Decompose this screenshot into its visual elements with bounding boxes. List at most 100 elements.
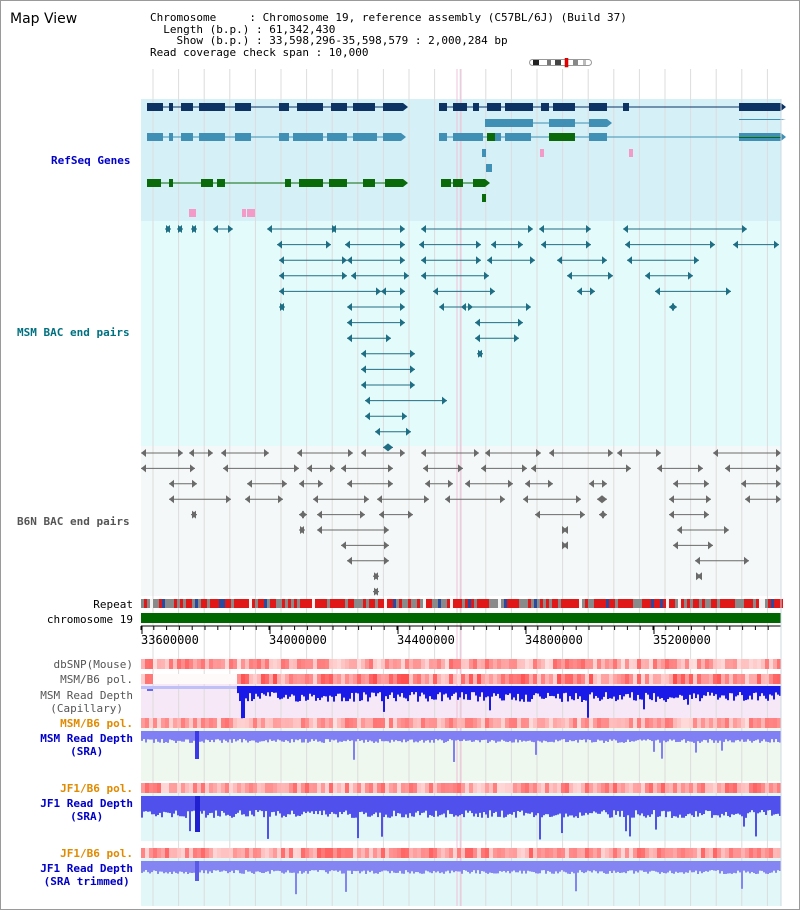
refseq-exon — [327, 133, 347, 141]
track-label-jf1-read-depth-trimmed[interactable]: JF1 Read Depth (SRA trimmed) — [40, 862, 133, 888]
read-depth-bar — [521, 731, 523, 742]
read-depth-bar — [627, 796, 629, 816]
track-label-msm-bac[interactable]: MSM BAC end pairs — [17, 326, 130, 339]
repeat-segment — [345, 599, 348, 608]
repeat-segment — [405, 599, 408, 608]
read-depth-bar — [525, 796, 527, 813]
polymorphism-cell — [605, 783, 609, 793]
bac-end-marker — [279, 271, 284, 280]
read-depth-bar — [285, 796, 287, 817]
polymorphism-cell — [189, 848, 193, 858]
track-label-msm-b6-pol-2[interactable]: MSM/B6 pol. — [60, 717, 133, 730]
track-label-dbsnp[interactable]: dbSNP(Mouse) — [53, 658, 133, 671]
bac-end-marker — [141, 449, 146, 457]
repeat-segment — [222, 599, 225, 608]
polymorphism-cell — [693, 659, 697, 669]
read-depth-bar — [523, 796, 525, 816]
bac-end-marker — [536, 449, 541, 457]
read-depth-bar — [361, 796, 363, 812]
repeat-segment — [489, 599, 492, 608]
polymorphism-cell — [421, 848, 425, 858]
polymorphism-cell — [573, 718, 577, 728]
polymorphism-cell — [365, 718, 369, 728]
polymorphism-cell — [469, 659, 473, 669]
bac-end-marker — [745, 495, 750, 504]
track-label-jf1-read-depth-sra[interactable]: JF1 Read Depth (SRA) — [40, 797, 133, 823]
read-depth-bar — [241, 861, 243, 874]
repeat-segment — [183, 599, 186, 608]
polymorphism-cell — [193, 718, 197, 728]
read-depth-bar — [597, 861, 599, 874]
read-depth-bar — [397, 731, 399, 742]
repeat-segment — [408, 599, 411, 608]
track-label-msm-read-depth-capillary[interactable]: MSM Read Depth (Capillary) — [40, 689, 133, 715]
polymorphism-cell — [505, 659, 509, 669]
read-depth-bar — [625, 796, 627, 832]
polymorphism-cell — [697, 783, 701, 793]
read-depth-bar — [769, 796, 771, 811]
read-depth-bar — [349, 861, 351, 871]
read-depth-bar — [185, 731, 187, 740]
read-depth-bar — [693, 861, 695, 873]
read-depth-bar — [299, 796, 301, 817]
read-depth-bar — [245, 731, 247, 741]
bac-end-marker — [178, 225, 183, 233]
track-label-repeat[interactable]: Repeat — [93, 598, 133, 611]
bac-end-marker — [518, 240, 523, 249]
track-label-b6n-bac[interactable]: B6N BAC end pairs — [17, 515, 130, 528]
read-depth-bar — [733, 686, 735, 701]
read-depth-bar — [723, 796, 725, 816]
polymorphism-cell — [497, 848, 501, 858]
repeat-segment — [219, 599, 222, 608]
read-depth-bar — [473, 686, 475, 693]
read-depth-bar — [243, 686, 245, 719]
polymorphism-cell — [685, 848, 689, 858]
read-depth-bar — [661, 796, 663, 812]
track-label-refseq[interactable]: RefSeq Genes — [51, 154, 131, 167]
track-label-msm-b6-pol-1[interactable]: MSM/B6 pol. — [60, 673, 133, 686]
track-label-jf1-b6-pol-1[interactable]: JF1/B6 pol. — [60, 782, 133, 795]
read-depth-bar — [383, 686, 385, 712]
track-label-jf1-b6-pol-2[interactable]: JF1/B6 pol. — [60, 847, 133, 860]
repeat-segment — [459, 599, 462, 608]
polymorphism-cell — [565, 659, 569, 669]
read-depth-bar — [359, 731, 361, 741]
read-depth-bar — [543, 731, 545, 741]
chromosome-ideogram[interactable] — [529, 53, 593, 68]
polymorphism-cell — [697, 718, 701, 728]
read-depth-bar — [613, 796, 615, 811]
read-depth-bar — [455, 861, 457, 872]
repeat-segment — [771, 599, 774, 608]
refseq-exon — [201, 179, 213, 187]
repeat-segment — [393, 599, 396, 608]
polymorphism-cell — [421, 783, 425, 793]
bac-end-marker — [484, 271, 489, 280]
bac-end-marker — [361, 365, 366, 374]
read-depth-bar — [509, 796, 511, 814]
bac-end-marker — [419, 240, 424, 249]
read-depth-bar — [323, 796, 325, 811]
polymorphism-cell — [357, 659, 361, 669]
bac-end-marker — [381, 287, 386, 296]
bac-end-marker — [341, 541, 346, 550]
polymorphism-cell — [729, 674, 733, 684]
read-depth-bar — [349, 731, 351, 742]
bac-end-marker — [602, 495, 607, 504]
track-label-chromosome[interactable]: chromosome 19 — [46, 613, 133, 626]
read-depth-bar — [609, 686, 611, 699]
polymorphism-cell — [749, 659, 753, 669]
track-label-msm-read-depth-sra[interactable]: MSM Read Depth (SRA) — [40, 732, 133, 758]
read-depth-bar — [143, 731, 145, 740]
polymorphism-cell — [265, 659, 269, 669]
polymorphism-cell — [177, 783, 181, 793]
repeat-segment — [486, 599, 489, 608]
read-depth-bar — [569, 686, 571, 697]
read-depth-bar — [377, 686, 379, 694]
polymorphism-cell — [541, 674, 545, 684]
read-depth-bar — [553, 731, 555, 743]
repeat-segment — [246, 599, 249, 608]
read-depth-bar — [245, 861, 247, 871]
read-depth-bar — [437, 861, 439, 872]
read-depth-bar — [495, 796, 497, 812]
read-depth-bar — [607, 861, 609, 874]
